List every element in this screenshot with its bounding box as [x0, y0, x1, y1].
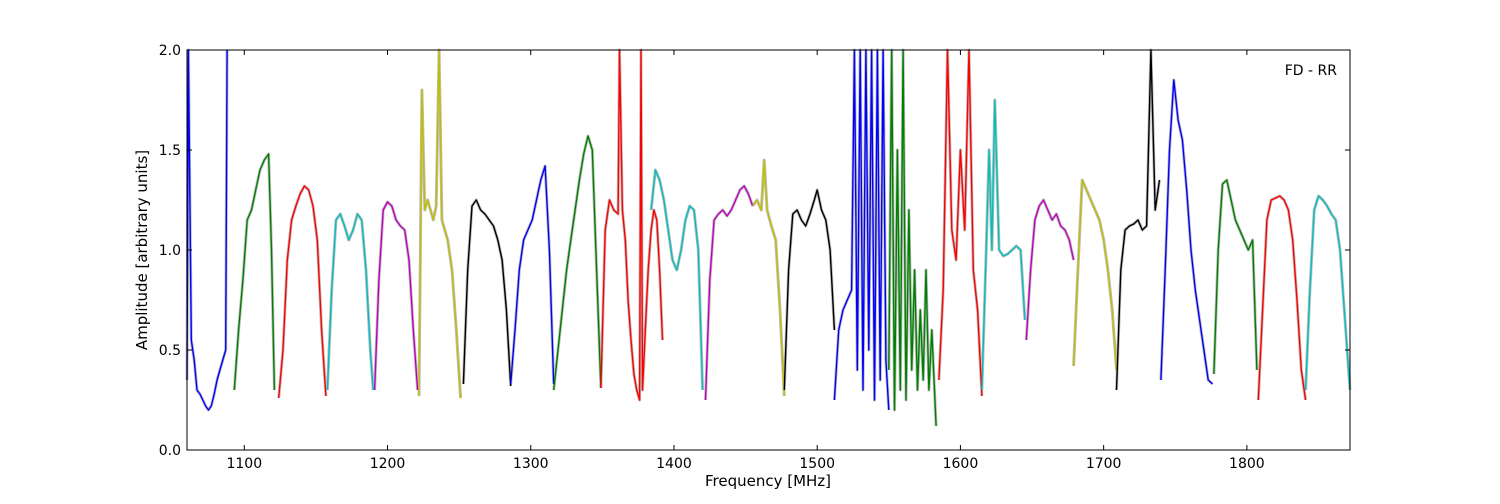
x-tick-label: 1500 [799, 456, 835, 472]
series-line-4 [326, 213, 374, 391]
series-line-13 [752, 159, 785, 397]
series-line-15 [833, 49, 890, 411]
series-line-22 [1160, 79, 1213, 385]
chart-annotation: FD - RR [1285, 63, 1338, 79]
series-line-18 [981, 99, 1026, 391]
x-tick-label: 1200 [370, 456, 406, 472]
x-tick-label: 1700 [1086, 456, 1122, 472]
series-line-19 [1025, 199, 1075, 341]
series-line-12 [704, 185, 754, 401]
series-line-21 [1115, 49, 1161, 391]
x-axis-label: Frequency [MHz] [705, 472, 831, 490]
x-tick-label: 1400 [656, 456, 692, 472]
series-line-16 [888, 49, 937, 427]
plot-frame [186, 49, 1351, 451]
series-line-3 [278, 185, 327, 399]
y-tick-label: 0.0 [159, 443, 181, 459]
y-tick-label: 0.5 [159, 343, 181, 359]
series-line-5 [373, 201, 419, 391]
series-line-25 [1304, 195, 1351, 391]
series-layer [186, 49, 1351, 427]
series-line-8 [510, 165, 555, 385]
tick-layer: 1100 1200 1300 1400 1500 1600 1700 1800 0.0 0.5 1.… [159, 43, 1350, 472]
series-line-9 [553, 135, 602, 391]
y-tick-label: 1.5 [159, 143, 181, 159]
series-line-6 [418, 49, 462, 399]
x-tick-label: 1600 [943, 456, 979, 472]
series-line-24 [1257, 195, 1307, 401]
series-line-7 [462, 199, 512, 387]
x-tick-label: 1300 [513, 456, 549, 472]
series-line-17 [938, 49, 983, 397]
series-line-11 [650, 169, 704, 391]
series-line-23 [1213, 179, 1258, 375]
series-line-2 [233, 153, 276, 391]
x-tick-label: 1100 [226, 456, 262, 472]
y-tick-label: 1.0 [159, 243, 181, 259]
series-line-10 [600, 49, 664, 401]
series-line-14 [783, 189, 836, 391]
y-axis-label: Amplitude [arbitrary units] [133, 150, 151, 350]
series-line-20 [1072, 179, 1118, 371]
x-tick-label: 1800 [1229, 456, 1265, 472]
y-tick-label: 2.0 [159, 43, 181, 59]
series-line-1 [186, 49, 228, 411]
